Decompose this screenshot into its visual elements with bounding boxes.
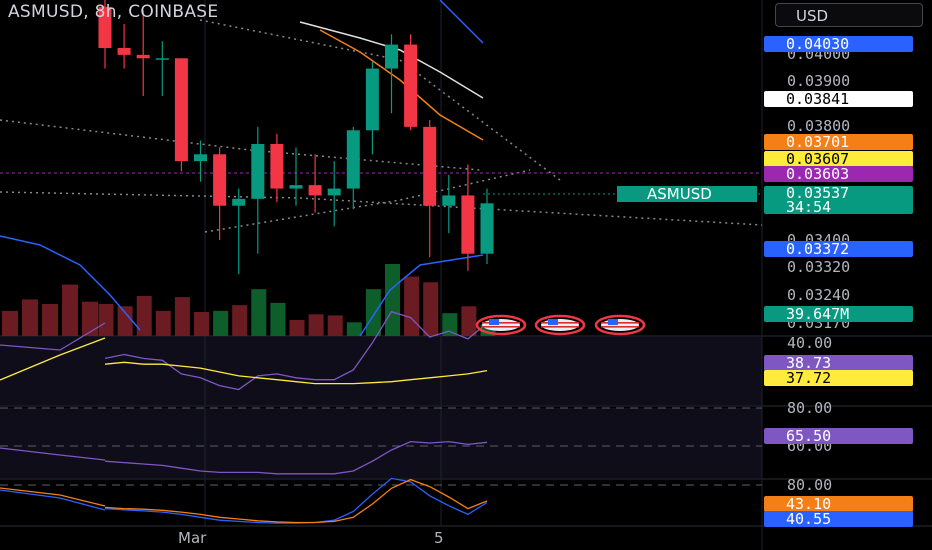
candle-body <box>289 185 303 189</box>
osc2-line <box>0 447 106 461</box>
time-label-mar: Mar <box>178 529 207 547</box>
currency-button[interactable]: USD <box>775 3 923 27</box>
volume-bar <box>365 289 381 336</box>
candle-body <box>346 130 360 189</box>
candle-body <box>155 58 169 60</box>
us-flag-event-icon[interactable] <box>534 314 586 336</box>
time-label-5: 5 <box>434 529 444 547</box>
candle-body <box>404 44 418 127</box>
stoch-d-line <box>104 478 488 524</box>
stoch-d-line <box>0 487 106 507</box>
candle-body <box>461 195 475 254</box>
flag-ring <box>475 314 527 336</box>
rsi-pane-bg <box>0 337 762 405</box>
volume-bar <box>442 313 458 336</box>
flag-field <box>541 319 579 331</box>
rsi-ma-line <box>0 337 106 381</box>
symbol-price-label: ASMUSD <box>617 186 757 202</box>
volume-bar <box>82 301 98 336</box>
flag-stripe <box>541 326 579 328</box>
volume-bar <box>2 310 18 336</box>
volume-bar <box>289 320 305 336</box>
candle-body <box>251 144 265 199</box>
flag-stripe <box>482 326 520 328</box>
flag-stripe <box>541 322 579 324</box>
trendline <box>199 19 561 181</box>
flag-field <box>482 319 520 331</box>
volume-bar <box>42 304 58 336</box>
rsi-ma-line <box>104 361 488 385</box>
volume-bar <box>155 310 171 336</box>
candle-body <box>385 44 398 69</box>
candle-body <box>117 48 131 55</box>
flag-canton <box>608 319 618 325</box>
candle-body <box>327 188 341 196</box>
volume-bar <box>251 289 267 336</box>
candle-body <box>270 144 284 189</box>
flag-canton <box>548 319 558 325</box>
volume-bar <box>480 324 496 336</box>
volume-bar <box>270 302 286 336</box>
osc2-line <box>104 440 488 475</box>
candle-body <box>365 68 379 131</box>
lower-band-line <box>359 254 484 337</box>
volume-bar <box>117 306 133 336</box>
flag-stripe <box>482 322 520 324</box>
volume-bar <box>461 306 477 336</box>
flag-ring <box>534 314 586 336</box>
candle-body <box>308 185 322 196</box>
volume-bar <box>194 312 209 336</box>
ma-line <box>299 21 484 99</box>
candle-body <box>442 195 456 206</box>
volume-bar <box>22 299 38 336</box>
candle-body <box>194 154 207 162</box>
trendline <box>0 191 763 226</box>
candle-body <box>98 6 112 48</box>
symbol-title[interactable]: ASMUSD, 8h, COINBASE <box>8 2 219 22</box>
candle-body <box>174 58 188 162</box>
volume-bar <box>308 314 324 336</box>
volume-bar <box>404 276 420 336</box>
flag-field <box>601 319 639 331</box>
flag-ring <box>594 314 646 336</box>
volume-bar <box>98 304 114 336</box>
rsi-line <box>0 322 106 351</box>
flag-canton <box>489 319 499 325</box>
flag-stripe <box>601 322 639 324</box>
us-flag-event-icon[interactable] <box>594 314 646 336</box>
candle-body <box>213 154 227 206</box>
stoch-k-line <box>0 489 106 511</box>
us-flag-event-icon[interactable] <box>475 314 527 336</box>
flag-stripe <box>601 326 639 328</box>
lower-band-line <box>0 235 141 331</box>
volume-bar <box>385 264 400 336</box>
osc2-pane-bg <box>0 408 762 478</box>
upper-band-line <box>439 0 484 44</box>
candle-body <box>423 126 437 206</box>
candle-body <box>480 203 494 254</box>
candle-body <box>232 198 246 206</box>
volume-bar <box>174 297 190 336</box>
volume-bar <box>62 284 78 336</box>
volume-bar <box>136 296 152 336</box>
volume-bar <box>327 315 343 336</box>
volume-bar <box>346 322 362 336</box>
candle-body <box>136 54 150 59</box>
volume-bar <box>423 282 439 336</box>
volume-bar <box>213 310 229 336</box>
ema-line <box>319 29 484 141</box>
volume-bar <box>232 305 248 336</box>
trendline <box>0 119 481 171</box>
